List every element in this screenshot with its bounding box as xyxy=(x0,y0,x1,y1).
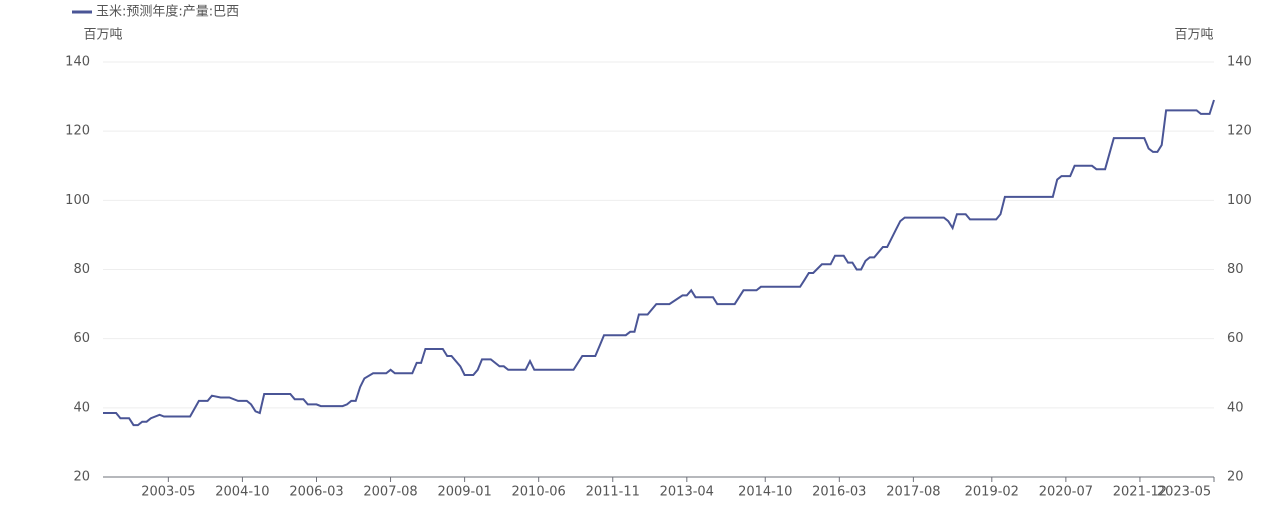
legend-label: 玉米:预测年度:产量:巴西 xyxy=(96,4,239,20)
x-tick-label: 2007-08 xyxy=(363,485,417,500)
x-tick-label: 2009-01 xyxy=(437,485,491,500)
x-tick-label: 2023-05 xyxy=(1157,485,1211,500)
x-tick-label: 2006-03 xyxy=(289,485,343,500)
y2-tick-label: 60 xyxy=(1227,331,1244,346)
y2-axis-label: 百万吨 xyxy=(1174,28,1213,43)
data-line xyxy=(103,99,1215,427)
y-tick-label: 40 xyxy=(73,400,90,415)
y-tick-label: 100 xyxy=(65,193,90,208)
x-tick-label: 2017-08 xyxy=(886,485,940,500)
y-tick-label: 20 xyxy=(73,470,90,485)
y2-tick-label: 40 xyxy=(1227,400,1244,415)
y-tick-label: 80 xyxy=(73,262,90,277)
x-tick-label: 2019-02 xyxy=(965,485,1019,500)
x-tick-label: 2020-07 xyxy=(1039,485,1093,500)
x-tick-label: 2021-12 xyxy=(1113,485,1167,500)
x-tick-label: 2016-03 xyxy=(812,485,866,500)
x-tick-label: 2004-10 xyxy=(215,485,269,500)
y2-tick-label: 140 xyxy=(1227,55,1252,70)
y2-tick-label: 120 xyxy=(1227,124,1252,139)
y2-tick-label: 100 xyxy=(1227,193,1252,208)
x-tick-label: 2013-04 xyxy=(660,485,714,500)
x-tick-label: 2010-06 xyxy=(512,485,566,500)
y-tick-label: 60 xyxy=(73,331,90,346)
y2-tick-label: 20 xyxy=(1227,470,1244,485)
x-tick-label: 2014-10 xyxy=(738,485,792,500)
x-tick-label: 2003-05 xyxy=(141,485,195,500)
y2-tick-label: 80 xyxy=(1227,262,1244,277)
y-tick-label: 120 xyxy=(65,124,90,139)
y-axis-label: 百万吨 xyxy=(83,28,122,43)
x-tick-label: 2011-11 xyxy=(586,485,640,500)
y-tick-label: 140 xyxy=(65,55,90,70)
